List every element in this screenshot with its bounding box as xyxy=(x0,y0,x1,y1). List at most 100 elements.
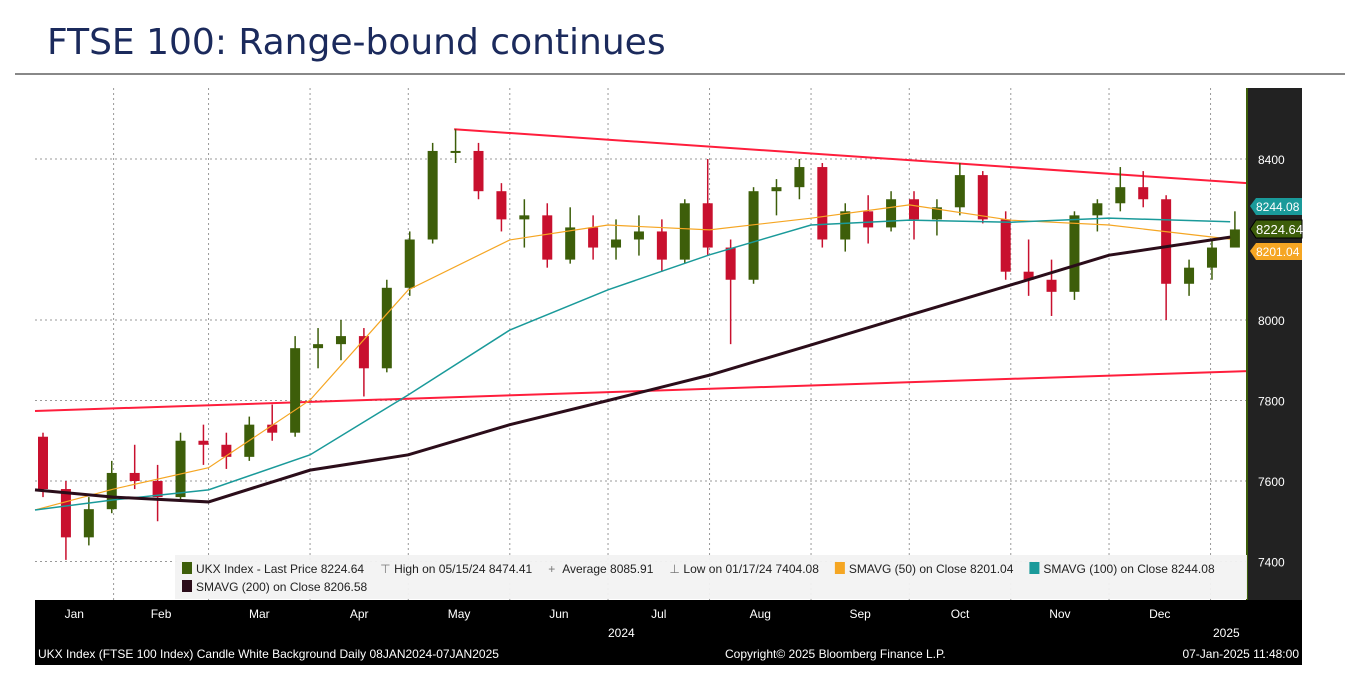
candle-body xyxy=(1161,199,1172,284)
x-tick-label: Jan xyxy=(65,607,84,621)
candle-body xyxy=(1046,279,1057,292)
y-tick-label: 8400 xyxy=(1258,153,1285,167)
trendline xyxy=(454,128,1248,185)
legend-sma50: SMAVG (50) on Close 8201.04 xyxy=(849,562,1014,576)
tag-sma50: 8201.04 xyxy=(1256,245,1300,259)
x-tick-label: Jul xyxy=(651,607,666,621)
legend-low: Low on 01/17/24 7404.08 xyxy=(683,562,819,576)
candle-body xyxy=(840,211,851,240)
candle-body xyxy=(358,336,369,369)
candle-body xyxy=(1000,219,1011,272)
x-tick-label: Dec xyxy=(1149,607,1170,621)
candle-body xyxy=(1023,271,1034,280)
candle-body xyxy=(931,207,942,220)
candles xyxy=(38,129,1240,560)
year-label-2024: 2024 xyxy=(608,626,635,640)
x-tick-label: Apr xyxy=(350,607,369,621)
candle-body xyxy=(1115,187,1126,204)
candle-body xyxy=(977,175,988,220)
x-axis: Jan Feb Mar Apr May Jun Jul Aug Sep Oct Nov Dec xyxy=(65,607,1171,621)
sma-line xyxy=(34,204,1231,511)
candle-body xyxy=(335,336,346,345)
candle-body xyxy=(129,472,140,481)
y-tick-label: 7800 xyxy=(1258,395,1285,409)
candle-body xyxy=(542,215,553,260)
x-axis-band xyxy=(35,600,1302,665)
candle-body xyxy=(83,509,94,538)
legend-marker-icon: ⊤ xyxy=(380,562,390,576)
y-tick-label: 7400 xyxy=(1258,556,1285,570)
candle-body xyxy=(427,150,438,240)
candle-body xyxy=(909,199,920,220)
candle-body xyxy=(290,348,301,433)
candle-body xyxy=(863,211,874,228)
footer-copyright: Copyright© 2025 Bloomberg Finance L.P. xyxy=(725,647,946,661)
x-tick-label: Feb xyxy=(151,607,172,621)
candle-body xyxy=(38,436,48,490)
candle-body xyxy=(221,444,232,457)
candle-body xyxy=(771,187,782,192)
x-tick-label: Oct xyxy=(951,607,970,621)
candle-body xyxy=(496,191,507,220)
candle-body xyxy=(152,481,163,498)
legend-last-price: UKX Index - Last Price 8224.64 xyxy=(196,562,364,576)
candle-body xyxy=(1206,247,1217,268)
legend-marker-icon: + xyxy=(548,562,555,576)
candle-body xyxy=(267,424,278,433)
grid xyxy=(35,88,1247,600)
sma-line xyxy=(34,235,1231,504)
title-divider xyxy=(15,73,1345,75)
moving-averages xyxy=(34,204,1231,511)
candle-body xyxy=(1092,203,1103,216)
trendlines xyxy=(34,128,1248,412)
y-tick-label: 8000 xyxy=(1258,314,1285,328)
candle-body xyxy=(794,167,805,188)
legend-average: Average 8085.91 xyxy=(562,562,654,576)
x-tick-label: Mar xyxy=(249,607,270,621)
candle-body xyxy=(175,440,186,498)
candle-body xyxy=(1138,187,1149,200)
legend-marker-icon: ⊥ xyxy=(669,562,679,576)
x-tick-label: Sep xyxy=(849,607,871,621)
candle-body xyxy=(198,440,209,445)
candle-body xyxy=(404,239,415,288)
candle-body xyxy=(633,231,644,240)
year-label-2025: 2025 xyxy=(1213,626,1240,640)
candle-body xyxy=(702,203,713,248)
page-title: FTSE 100: Range-bound continues xyxy=(47,22,666,63)
candle-body xyxy=(886,199,897,228)
candle-body xyxy=(473,150,484,192)
candle-body xyxy=(656,231,667,260)
y-tick-label: 7600 xyxy=(1258,475,1285,489)
candle-body xyxy=(381,287,392,369)
candle-body xyxy=(60,489,71,538)
price-axis-panel xyxy=(1247,88,1302,600)
tag-last-price: 8224.64 xyxy=(1256,222,1303,237)
footer-description: UKX Index (FTSE 100 Index) Candle White … xyxy=(38,647,499,661)
candle-body xyxy=(313,344,324,349)
price-tags: 8244.08 8224.64 8201.04 xyxy=(1249,198,1303,260)
candle-body xyxy=(725,247,736,280)
candle-body xyxy=(1069,215,1080,292)
candle-body xyxy=(450,150,461,153)
x-tick-label: May xyxy=(448,607,471,621)
footer-timestamp: 07-Jan-2025 11:48:00 xyxy=(1182,647,1299,661)
candle-body xyxy=(954,175,965,208)
y-axis: 7400 7600 7800 8000 8400 xyxy=(1258,153,1285,570)
candle-body xyxy=(748,191,759,280)
tag-sma100: 8244.08 xyxy=(1256,200,1300,214)
legend: UKX Index - Last Price 8224.64 High on 0… xyxy=(175,555,1247,599)
candle-body xyxy=(1229,229,1240,248)
x-tick-label: Jun xyxy=(549,607,568,621)
candle-body xyxy=(611,239,622,248)
candle-body xyxy=(1184,267,1195,284)
candle-body xyxy=(565,227,576,260)
candle-body xyxy=(519,215,530,220)
x-tick-label: Nov xyxy=(1049,607,1070,621)
candle-body xyxy=(106,472,117,510)
candle-body xyxy=(679,203,690,260)
candle-body xyxy=(817,167,828,240)
candle-body xyxy=(588,227,599,248)
